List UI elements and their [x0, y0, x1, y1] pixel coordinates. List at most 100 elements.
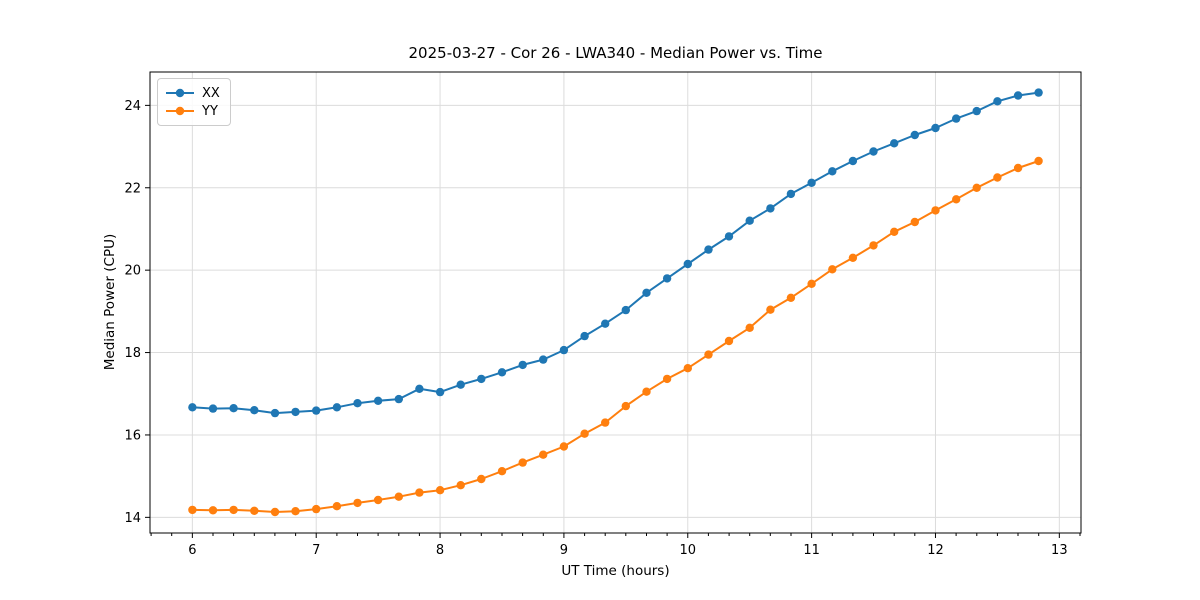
data-point-marker: [910, 130, 919, 140]
data-point-marker: [972, 183, 981, 192]
data-point-marker: [250, 506, 259, 515]
data-point-marker: [312, 504, 321, 514]
legend-box: XX YY: [157, 78, 231, 126]
legend-marker-icon: [166, 88, 194, 98]
chart-title: 2025-03-27 - Cor 26 - LWA340 - Median Po…: [408, 44, 823, 62]
data-point-marker: [972, 106, 981, 116]
data-point-marker: [662, 274, 672, 283]
data-point-marker: [497, 368, 507, 377]
legend-item-YY: YY: [165, 102, 220, 120]
y-tick-label: 18: [124, 346, 141, 361]
legend-item-label: XX: [202, 85, 220, 101]
y-tick-label: 24: [124, 99, 141, 114]
data-point-marker: [435, 387, 445, 397]
y-axis-label: Median Power (CPU): [102, 233, 118, 371]
x-tick-label: 7: [312, 543, 320, 558]
data-point-marker: [952, 195, 961, 204]
series-YY: [188, 156, 1043, 517]
data-point-marker: [353, 498, 362, 508]
y-tick-label: 20: [124, 264, 141, 279]
data-point-marker: [766, 305, 775, 314]
data-point-marker: [931, 206, 940, 215]
y-tick-label: 14: [124, 511, 141, 526]
data-point-marker: [745, 323, 754, 332]
legend-item-XX: XX: [165, 84, 220, 102]
data-point-marker: [724, 232, 734, 241]
data-point-marker: [683, 259, 692, 269]
data-point-marker: [952, 114, 961, 123]
x-tick-label: 13: [1051, 543, 1068, 558]
data-point-marker: [621, 401, 630, 411]
data-point-marker: [497, 467, 507, 476]
x-tick-label: 8: [436, 543, 444, 558]
data-point-marker: [353, 399, 362, 408]
data-point-marker: [229, 505, 238, 515]
data-point-marker: [683, 364, 692, 373]
data-point-marker: [890, 139, 899, 148]
data-point-marker: [415, 488, 424, 497]
data-point-marker: [786, 189, 796, 199]
grid-lines: [150, 72, 1081, 533]
data-point-marker: [601, 319, 610, 328]
data-point-marker: [208, 404, 218, 413]
data-point-marker: [910, 217, 919, 227]
data-point-marker: [807, 279, 816, 288]
x-axis-label: UT Time (hours): [561, 563, 670, 579]
data-point-marker: [642, 387, 651, 396]
data-point-marker: [291, 507, 300, 516]
data-point-marker: [291, 407, 300, 417]
data-point-marker: [332, 403, 342, 412]
data-point-marker: [993, 97, 1002, 106]
x-tick-label: 6: [188, 543, 196, 558]
data-point-marker: [188, 505, 197, 515]
legend-item-label: YY: [202, 103, 218, 119]
data-point-marker: [518, 360, 527, 370]
data-point-marker: [559, 442, 569, 451]
data-point-marker: [993, 173, 1002, 182]
data-point-marker: [601, 418, 610, 427]
data-point-marker: [724, 336, 734, 346]
data-point-marker: [786, 293, 796, 302]
data-point-marker: [1013, 91, 1023, 100]
data-point-marker: [188, 403, 197, 412]
data-point-marker: [704, 245, 713, 254]
y-tick-label: 16: [124, 428, 141, 443]
data-point-marker: [477, 474, 486, 484]
data-point-marker: [1034, 156, 1043, 166]
data-point-marker: [807, 178, 816, 187]
data-point-marker: [890, 227, 899, 236]
data-point-marker: [435, 486, 445, 495]
tick-labels: 14 16 18 20 22 24 6 7 8 9 10 11 12 13: [124, 99, 1067, 558]
data-point-marker: [580, 429, 589, 438]
data-point-marker: [394, 492, 403, 501]
data-point-marker: [766, 204, 775, 213]
data-point-marker: [848, 253, 858, 262]
y-tick-label: 22: [124, 181, 141, 196]
data-point-marker: [270, 507, 280, 517]
data-point-marker: [869, 241, 878, 250]
data-point-marker: [621, 305, 630, 315]
data-point-marker: [828, 265, 837, 274]
x-tick-label: 12: [927, 543, 944, 558]
plot-border-spines: [149, 71, 1082, 534]
axis-ticks: [145, 104, 1081, 538]
series-XX: [188, 88, 1043, 418]
data-point-marker: [208, 506, 218, 515]
data-point-marker: [270, 408, 280, 418]
data-point-marker: [250, 406, 259, 415]
data-point-marker: [1013, 163, 1023, 173]
data-point-marker: [456, 380, 465, 389]
data-point-marker: [518, 458, 527, 467]
data-point-marker: [332, 502, 342, 511]
data-point-marker: [373, 495, 383, 505]
data-point-marker: [312, 406, 321, 415]
data-point-marker: [559, 345, 569, 355]
data-point-marker: [456, 481, 465, 490]
data-point-marker: [931, 123, 940, 133]
data-point-marker: [662, 374, 672, 384]
legend-marker-icon: [166, 106, 194, 116]
data-point-marker: [704, 350, 713, 359]
x-tick-label: 9: [560, 543, 568, 558]
